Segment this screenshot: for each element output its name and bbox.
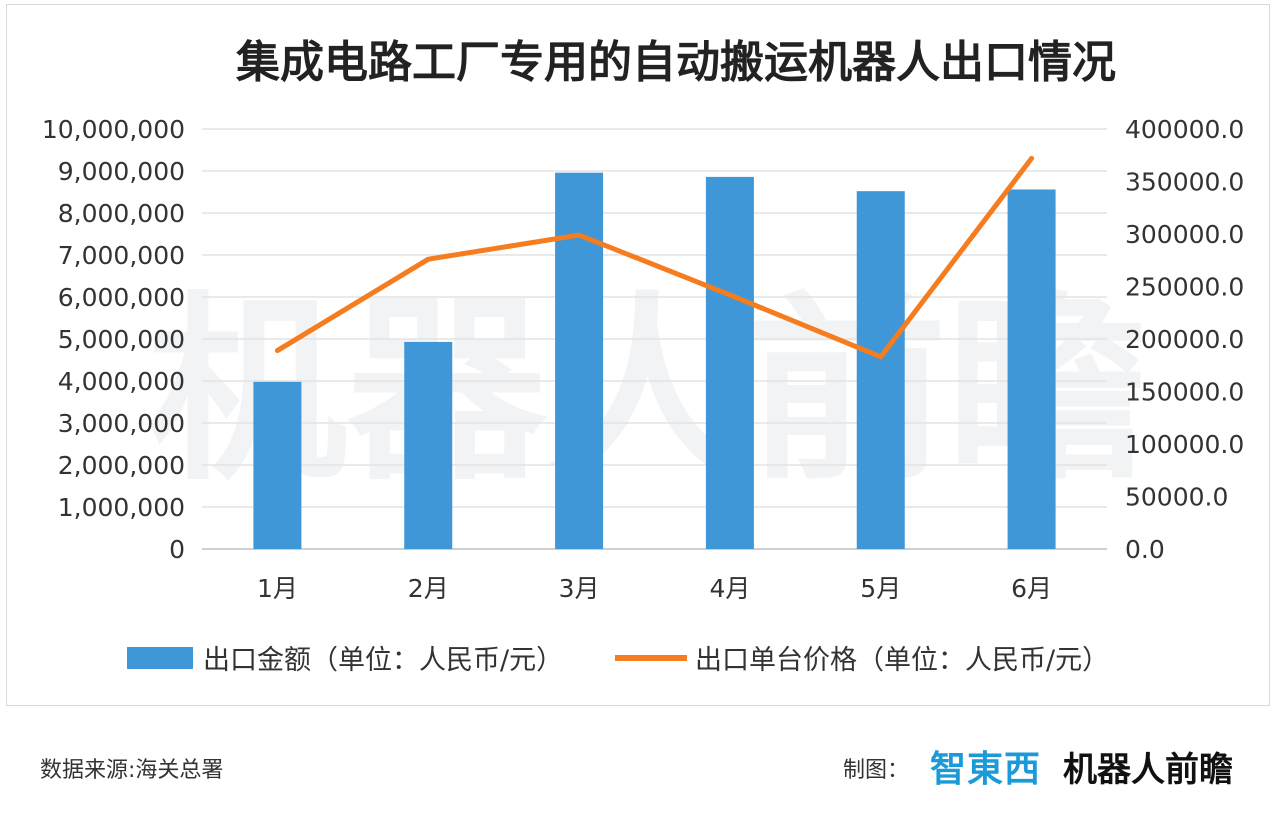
legend-label-bar: 出口金额（单位：人民币/元）	[203, 645, 563, 676]
right-tick-label: 350000.0	[1125, 168, 1244, 197]
line-series	[274, 155, 1035, 360]
chart-svg: 机器人前瞻 集成电路工厂专用的自动搬运机器人出口情况 0 1,000,000 2,0…	[42, 37, 1244, 676]
watermark-text: 机器人前瞻	[147, 275, 1147, 508]
right-tick-label: 150000.0	[1125, 378, 1244, 407]
x-tick-label: 6月	[1011, 574, 1052, 603]
legend-swatch-bar	[127, 647, 193, 669]
right-tick-label: 400000.0	[1125, 115, 1244, 144]
right-tick-label: 50000.0	[1125, 483, 1228, 512]
chart-credit-label: 制图：	[843, 758, 910, 783]
chart-title: 集成电路工厂专用的自动搬运机器人出口情况	[235, 37, 1116, 88]
left-tick-label: 9,000,000	[58, 157, 185, 186]
data-source-note: 数据来源:海关总署	[40, 758, 224, 783]
right-tick-label: 0.0	[1125, 535, 1165, 564]
left-tick-label: 3,000,000	[58, 409, 185, 438]
zhidx-logo: 智東西	[930, 749, 1042, 790]
left-tick-label: 1,000,000	[58, 493, 185, 522]
right-tick-label: 200000.0	[1125, 325, 1244, 354]
bar	[705, 176, 754, 549]
bar	[253, 381, 302, 549]
x-tick-label: 4月	[709, 574, 750, 603]
bar	[555, 172, 604, 549]
x-tick-label: 3月	[559, 574, 600, 603]
right-tick-label: 300000.0	[1125, 220, 1244, 249]
price-line	[274, 155, 1035, 360]
left-tick-label: 5,000,000	[58, 325, 185, 354]
left-tick-label: 7,000,000	[58, 241, 185, 270]
right-tick-label: 100000.0	[1125, 430, 1244, 459]
left-tick-label: 6,000,000	[58, 283, 185, 312]
x-axis-ticks: 1月 2月 3月 4月 5月 6月	[257, 574, 1052, 603]
left-tick-label: 0	[169, 535, 185, 564]
gridlines	[202, 128, 1107, 550]
left-axis-ticks: 0 1,000,000 2,000,000 3,000,000 4,000,000 5,0…	[42, 115, 185, 564]
x-tick-label: 5月	[860, 574, 901, 603]
bar	[856, 191, 905, 549]
robot-frontier-logo: 机器人前瞻	[1063, 750, 1233, 790]
x-tick-label: 1月	[257, 574, 298, 603]
legend: 出口金额（单位：人民币/元） 出口单台价格（单位：人民币/元）	[127, 645, 1109, 676]
right-tick-label: 250000.0	[1125, 273, 1244, 302]
left-tick-label: 4,000,000	[58, 367, 185, 396]
right-axis-ticks: 0.0 50000.0 100000.0 150000.0 200000.0 250000…	[1125, 115, 1244, 564]
x-tick-label: 2月	[408, 574, 449, 603]
left-tick-label: 10,000,000	[42, 115, 185, 144]
chart-frame: 机器人前瞻 集成电路工厂专用的自动搬运机器人出口情况 0 1,000,000 2,0…	[6, 4, 1270, 706]
legend-label-line: 出口单台价格（单位：人民币/元）	[695, 645, 1109, 676]
bar	[404, 341, 453, 549]
left-tick-label: 8,000,000	[58, 199, 185, 228]
bar	[1007, 189, 1056, 550]
left-tick-label: 2,000,000	[58, 451, 185, 480]
